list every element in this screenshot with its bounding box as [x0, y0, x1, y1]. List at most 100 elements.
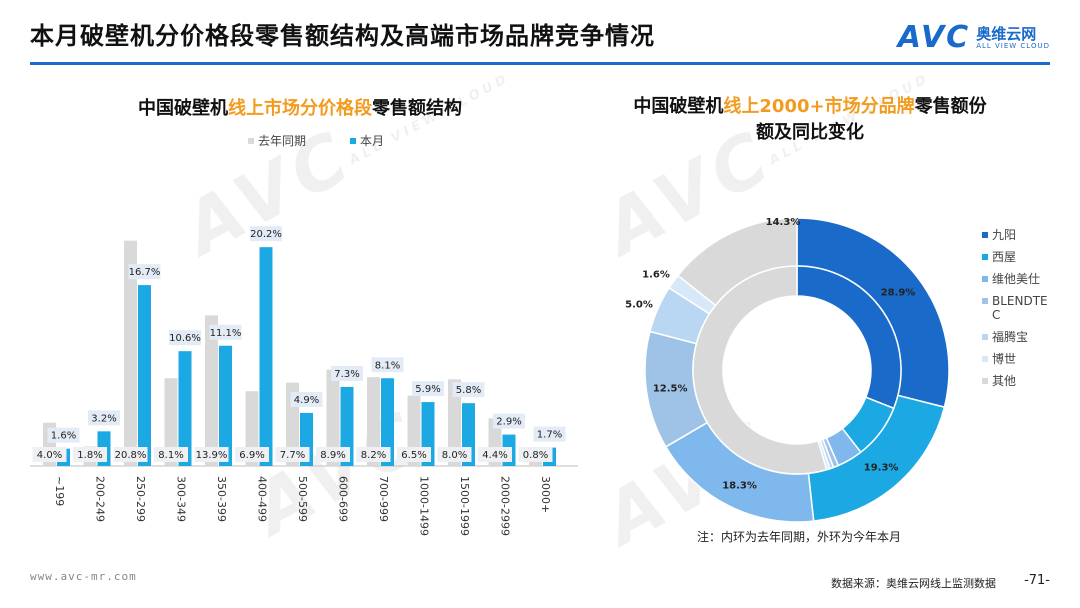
legend-last-year-label: 去年同期 [258, 134, 307, 148]
donut-legend-swatch [982, 232, 988, 238]
donut-label: 18.3% [722, 480, 757, 491]
bar-label-bg [290, 391, 323, 407]
donut-inner-segment [692, 265, 828, 475]
bar-label-this-month: 7.3% [334, 369, 359, 380]
x-tick-label: 200-249 [94, 476, 107, 522]
avc-logo: AVC 奥维云网 ALL VIEW CLOUD [898, 20, 1050, 55]
bar-label-last-year: 6.9% [239, 450, 264, 461]
bar-label-this-month: 2.9% [496, 417, 521, 428]
bar-label-this-month: 1.7% [537, 430, 562, 441]
bar-label-bg [412, 381, 444, 397]
bar-this-month [340, 386, 354, 466]
bar-last-year [326, 369, 340, 466]
logo-en: ALL VIEW CLOUD [976, 41, 1050, 50]
bar-label-this-month: 5.9% [415, 384, 440, 395]
donut-legend-label: 福腾宝 [992, 330, 1029, 344]
bar-label-this-month: 3.2% [91, 413, 116, 424]
donut-legend-item: 福腾宝 [982, 330, 1052, 344]
page-number: -71- [1024, 573, 1050, 588]
bar-label-bg [128, 264, 161, 280]
donut-legend-label: 维他美仕 [992, 272, 1041, 286]
bar-label-this-month: 11.1% [210, 328, 242, 339]
bar-label-bg [316, 447, 350, 462]
bar-label-this-month: 1.6% [51, 431, 76, 442]
donut-legend: 九阳西屋维他美仕 BLENDTEC 福腾宝博世其他 [982, 228, 1052, 396]
left-title-post: 零售额结构 [372, 98, 462, 119]
bar-last-year [124, 240, 137, 466]
donut-legend-item: BLENDTEC [982, 294, 1052, 322]
x-tick-label: 1000-1499 [418, 476, 431, 536]
bar-label-last-year: 20.8% [115, 450, 147, 461]
donut-legend-swatch [982, 254, 988, 260]
right-chart-title: 中国破壁机线上2000+市场分品牌零售额份 额及同比变化 [600, 94, 1020, 146]
bar-label-last-year: 4.0% [37, 450, 62, 461]
right-title-post: 零售额份 [914, 96, 987, 117]
donut-label: 19.3% [864, 462, 899, 473]
x-tick-label: 600-699 [337, 476, 350, 522]
bar-this-month [178, 351, 192, 466]
donut-legend-swatch [982, 298, 988, 304]
bar-label-this-month: 16.7% [129, 267, 161, 278]
bar-label-this-month: 4.9% [294, 395, 319, 406]
logo-cn: 奥维云网 [976, 24, 1037, 43]
legend-last-year-swatch [248, 137, 254, 144]
bar-last-year [205, 315, 218, 466]
x-tick-label: 2000-2999 [499, 476, 512, 536]
donut-chart: 28.9% 19.3% 18.3% 12.5% 5.0% 1.6% 14.3% [625, 217, 950, 523]
left-title-pre: 中国破壁机 [138, 98, 228, 119]
bar-label-bg [331, 365, 363, 381]
x-tick-label: 1500-1999 [458, 476, 471, 536]
donut-label: 14.3% [766, 217, 801, 228]
bar-label-this-month: 5.8% [456, 385, 481, 396]
bar-label-bg [235, 447, 269, 462]
bar-label-this-month: 20.2% [250, 229, 282, 240]
right-title-line2: 额及同比变化 [756, 122, 864, 143]
bar-legend: 去年同期 本月 [248, 132, 384, 149]
bar-label-last-year: 8.1% [158, 450, 183, 461]
donut-label: 1.6% [642, 269, 670, 280]
bar-label-bg [478, 447, 512, 462]
bar-label-bg [47, 427, 80, 443]
donut-legend-swatch [982, 334, 988, 340]
donut-legend-label: 九阳 [992, 228, 1017, 242]
bar-label-last-year: 1.8% [77, 450, 102, 461]
bar-label-bg [452, 382, 485, 398]
bar-label-bg [250, 226, 282, 242]
donut-legend-item: 九阳 [982, 228, 1052, 242]
left-chart-title: 中国破壁机线上市场分价格段零售额结构 [40, 94, 560, 120]
bar-this-month [259, 247, 273, 466]
bar-label-last-year: 13.9% [196, 450, 228, 461]
donut-legend-item: 西屋 [982, 250, 1052, 264]
bar-label-last-year: 8.9% [320, 450, 345, 461]
bar-label-bg [169, 330, 201, 346]
bar-label-last-year: 4.4% [482, 450, 507, 461]
bar-label-this-month: 10.6% [169, 333, 201, 344]
legend-this-month: 本月 [350, 132, 384, 149]
x-tick-label: 3000+ [539, 476, 552, 513]
donut-label: 5.0% [625, 299, 653, 310]
bar-this-month [381, 378, 394, 466]
x-tick-label: 250-299 [134, 476, 147, 522]
donut-legend-label: 其他 [992, 374, 1017, 388]
bar-label-bg [533, 426, 566, 442]
bar-label-bg [88, 410, 120, 426]
bar-last-year [367, 377, 380, 466]
donut-legend-item: 博世 [982, 352, 1052, 366]
bar-last-year [164, 378, 178, 466]
donut-legend-swatch [982, 356, 988, 362]
legend-last-year: 去年同期 [248, 132, 306, 149]
donut-legend-label: 西屋 [992, 250, 1017, 264]
x-tick-label: 700-999 [377, 476, 390, 522]
x-tick-label: 400-499 [256, 476, 269, 522]
right-title-hl: 线上2000+市场分品牌 [723, 96, 915, 117]
bar-label-this-month: 8.1% [375, 360, 400, 371]
title-rule [30, 62, 1050, 65]
bar-label-bg [32, 447, 67, 462]
page-title: 本月破壁机分价格段零售额结构及高端市场品牌竞争情况 [30, 22, 655, 50]
bar-this-month [219, 345, 232, 466]
x-tick-label: 500-599 [296, 476, 309, 522]
chart-note: 注：内环为去年同期，外环为今年本月 [697, 530, 902, 544]
bar-label-bg [154, 447, 188, 462]
bar-label-bg [437, 447, 472, 462]
bar-label-last-year: 7.7% [280, 450, 305, 461]
